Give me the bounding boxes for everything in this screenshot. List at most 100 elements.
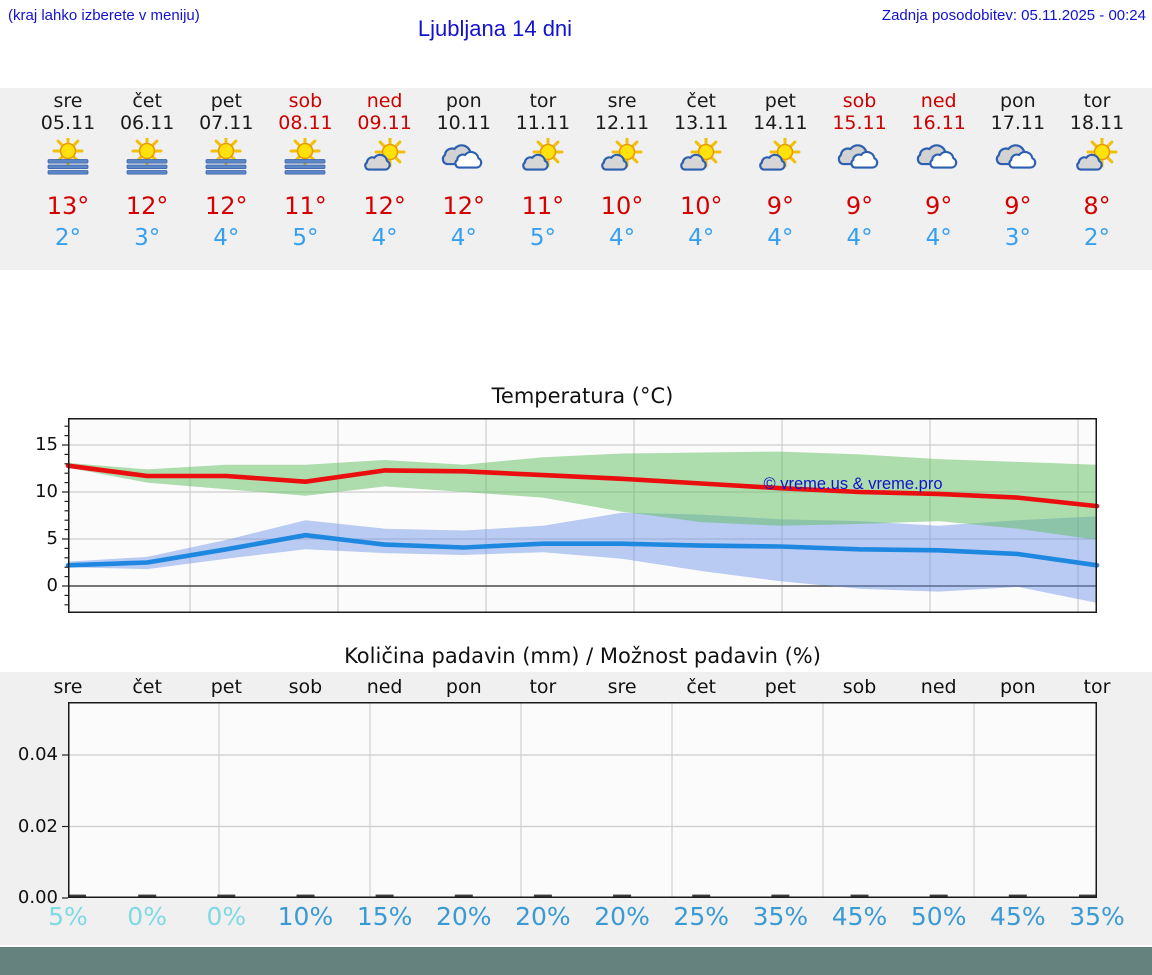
- temp-chart-svg: © vreme.us & vreme.pro: [62, 418, 1100, 613]
- temp-chart-title: Temperatura (°C): [491, 384, 674, 408]
- precip-probability-label: 20%: [435, 902, 492, 931]
- max-temp-label: 13°: [46, 192, 90, 220]
- max-temp-label: 11°: [521, 192, 565, 220]
- precip-bar: [68, 894, 86, 898]
- day-column: sre 12.11 10° 4°: [581, 88, 663, 270]
- min-temp-label: 2°: [1083, 225, 1111, 251]
- precip-probability-label: 0%: [206, 902, 247, 931]
- max-temp-label: 8°: [1083, 192, 1111, 220]
- precip-day-label: tor: [529, 676, 557, 698]
- precip-day-label: pon: [445, 676, 482, 698]
- precip-day-label: sob: [842, 676, 877, 698]
- sun-fog-icon: [42, 135, 94, 184]
- day-date-label: 10.11: [436, 112, 491, 134]
- temp-chart: © vreme.us & vreme.pro: [62, 418, 1100, 613]
- min-temp-label: 5°: [529, 225, 556, 251]
- day-name-label: pet: [210, 90, 242, 112]
- day-column: tor 18.11 8° 2°: [1056, 88, 1138, 270]
- min-temp-label: 4°: [688, 225, 715, 251]
- day-column: sob 15.11 9° 4°: [819, 88, 901, 270]
- menu-hint-note: (kraj lahko izberete v meniju): [8, 7, 200, 24]
- precip-probability-label: 20%: [594, 902, 650, 931]
- day-name-label: pet: [764, 90, 796, 112]
- max-temp-label: 11°: [284, 192, 327, 220]
- precip-day-label: čet: [132, 676, 162, 698]
- sun-cloud-icon: [754, 136, 806, 184]
- day-column: sob 08.11 11° 5°: [264, 88, 346, 270]
- day-column: čet 06.11 12° 3°: [106, 88, 188, 270]
- day-column: ned 09.11 12° 4°: [344, 88, 426, 270]
- precip-probability-label: 35%: [1069, 902, 1125, 931]
- last-update-label: Zadnja posodobitev: 05.11.2025 - 00:24: [881, 7, 1146, 24]
- precip-day-label: pet: [764, 676, 796, 698]
- min-temp-label: 5°: [292, 225, 319, 251]
- sun-cloud-icon: [1071, 136, 1123, 184]
- plot-border: [68, 418, 1097, 613]
- max-temp-label: 12°: [442, 192, 486, 220]
- precip-probability-label: 10%: [277, 902, 334, 931]
- min-temp-label: 4°: [371, 225, 398, 251]
- max-temperature-line: [65, 463, 1100, 509]
- sun-cloud-icon: [596, 136, 648, 184]
- day-date-label: 12.11: [594, 112, 650, 134]
- day-name-label: tor: [1083, 90, 1111, 112]
- min-temp-label: 4°: [608, 225, 636, 251]
- min-temp-label: 4°: [213, 225, 240, 251]
- page-title: Ljubljana 14 dni: [417, 16, 573, 41]
- precip-bar: [771, 894, 790, 898]
- min-temp-label: 4°: [450, 225, 477, 251]
- day-column: pet 07.11 12° 4°: [185, 88, 267, 270]
- bottom-bar: [0, 947, 1152, 975]
- sun-fog-icon: [121, 135, 173, 184]
- day-date-label: 07.11: [199, 112, 254, 134]
- day-column: pon 10.11 12° 4°: [423, 88, 505, 270]
- precip-day-label: pon: [999, 676, 1036, 698]
- precip-chart: [62, 702, 1097, 899]
- precip-bar: [1008, 894, 1027, 898]
- min-temp-label: 4°: [846, 225, 873, 251]
- day-name-label: pon: [999, 90, 1036, 112]
- precip-day-label: tor: [1083, 676, 1111, 698]
- day-column: ned 16.11 9° 4°: [898, 88, 980, 270]
- precip-probability-label: 45%: [990, 902, 1046, 931]
- precip-bar: [929, 894, 948, 898]
- temp-y-tick-label: 10: [35, 481, 58, 502]
- day-date-label: 06.11: [119, 112, 175, 134]
- day-date-label: 15.11: [832, 112, 887, 134]
- day-name-label: sre: [53, 90, 83, 112]
- day-date-label: 09.11: [357, 112, 412, 134]
- sun-fog-icon: [200, 135, 252, 184]
- min-temp-label: 4°: [925, 225, 952, 251]
- day-date-label: 17.11: [990, 112, 1046, 134]
- plot-background: [68, 702, 1097, 898]
- sun-cloud-icon: [517, 136, 569, 184]
- precip-chart-svg: [62, 702, 1097, 899]
- cloudy-icon: [834, 138, 886, 184]
- day-date-label: 11.11: [515, 112, 571, 134]
- day-column: tor 11.11 11° 5°: [502, 88, 584, 270]
- min-temperature-line: [65, 532, 1100, 568]
- precip-bar: [138, 894, 157, 898]
- precip-day-label: sre: [53, 676, 83, 698]
- precip-chart-title: Količina padavin (mm) / Možnost padavin …: [344, 644, 821, 668]
- cloudy-icon: [992, 138, 1044, 184]
- sun-fog-icon: [279, 135, 331, 184]
- day-date-label: 05.11: [40, 112, 96, 134]
- precip-probability-label: 15%: [356, 902, 413, 931]
- precip-y-tick-label: 0.00: [17, 887, 58, 908]
- precip-probability-label: 35%: [752, 902, 809, 931]
- day-date-label: 13.11: [674, 112, 729, 134]
- precip-probability-label: 20%: [515, 902, 571, 931]
- precip-bar: [375, 894, 394, 898]
- day-name-label: pon: [445, 90, 482, 112]
- precip-day-label: ned: [366, 676, 403, 698]
- max-temp-label: 12°: [205, 192, 248, 220]
- precip-y-tick-label: 0.02: [17, 815, 58, 837]
- precip-probability-label: 0%: [127, 902, 167, 931]
- forecast-strip: sre 05.11 13° 2° čet 06.11 12° 3° pet 07.11 12° 4° s…: [0, 88, 1152, 270]
- precip-bar: [692, 894, 711, 898]
- sun-cloud-icon: [675, 136, 727, 184]
- min-temp-label: 2°: [54, 225, 82, 251]
- min-temp-label: 3°: [1004, 225, 1031, 251]
